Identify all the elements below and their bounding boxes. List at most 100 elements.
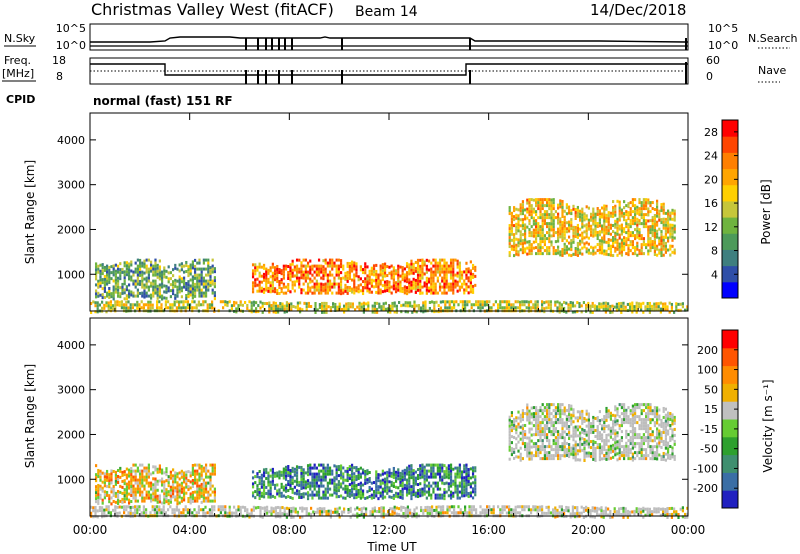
scatter-cell <box>638 228 641 232</box>
scatter-cell <box>366 277 369 281</box>
scatter-cell <box>399 265 402 269</box>
scatter-cell <box>160 294 164 298</box>
nsearch-tick-low: 10^0 <box>708 39 738 52</box>
nsky-label: N.Sky <box>4 32 36 45</box>
scatter-cell <box>357 290 360 294</box>
scatter-cell <box>592 442 595 446</box>
scatter-cell <box>539 457 542 461</box>
scatter-cell <box>441 270 444 274</box>
scatter-cell <box>379 264 382 268</box>
scatter-cell <box>165 488 168 492</box>
scatter-cell <box>123 303 126 307</box>
scatter-cell <box>412 268 415 272</box>
scatter-cell <box>399 495 402 499</box>
scatter-cell <box>108 265 111 269</box>
scatter-cell <box>463 482 466 486</box>
scatter-cell <box>298 483 301 487</box>
scatter-cell <box>598 443 601 447</box>
scatter-cell <box>535 448 538 452</box>
scatter-cell <box>350 466 354 470</box>
scatter-cell <box>207 273 210 277</box>
scatter-cell <box>189 480 192 484</box>
scatter-cell <box>559 202 562 206</box>
scatter-cell <box>196 478 199 482</box>
scatter-cell <box>548 427 551 431</box>
scatter-cell <box>579 434 582 438</box>
scatter-cell <box>293 470 296 474</box>
scatter-cell <box>154 288 157 292</box>
scatter-cell <box>331 273 334 277</box>
scatter-cell <box>664 223 667 227</box>
scatter-cell <box>559 205 562 209</box>
scatter-cell <box>108 292 111 296</box>
scatter-cell <box>623 421 626 425</box>
scatter-cell <box>592 210 595 214</box>
scatter-cell <box>125 467 128 471</box>
scatter-cell <box>609 244 612 248</box>
scatter-cell <box>189 272 192 276</box>
scatter-cell <box>631 407 634 411</box>
scatter-cell <box>587 301 590 305</box>
scatter-cell <box>537 252 540 256</box>
scatter-cell <box>313 484 316 488</box>
scatter-cell <box>180 280 183 284</box>
scatter-cell <box>386 265 389 269</box>
scatter-cell <box>474 466 477 470</box>
scatter-cell <box>653 225 656 229</box>
scatter-cell <box>284 267 288 271</box>
beam-label: Beam 14 <box>355 4 418 20</box>
scatter-cell <box>627 445 630 449</box>
scatter-cell <box>535 427 538 431</box>
scatter-cell <box>524 430 527 434</box>
scatter-cell <box>535 409 538 413</box>
scatter-cell <box>405 286 409 290</box>
scatter-cell <box>612 242 615 246</box>
scatter-cell <box>447 264 450 268</box>
scatter-cell <box>622 307 625 311</box>
scatter-cell <box>513 254 516 258</box>
scatter-cell <box>198 258 201 262</box>
scatter-cell <box>436 261 439 265</box>
scatter-cell <box>526 418 529 422</box>
scatter-cell <box>254 284 257 288</box>
scatter-cell <box>546 445 549 449</box>
scatter-cell <box>269 486 272 490</box>
scatter-cell <box>656 205 659 209</box>
scatter-cell <box>612 443 615 447</box>
scatter-cell <box>378 302 381 306</box>
scatter-cell <box>103 303 106 307</box>
scatter-cell <box>273 474 277 478</box>
scatter-cell <box>549 303 552 307</box>
scatter-cell <box>391 304 394 308</box>
scatter-cell <box>467 270 470 274</box>
scatter-cell <box>339 283 343 287</box>
scatter-cell <box>421 487 424 491</box>
scatter-cell <box>180 286 183 290</box>
scatter-cell <box>193 306 196 310</box>
scatter-cell <box>143 277 146 281</box>
scatter-cell <box>563 209 566 213</box>
scatter-cell <box>388 489 391 493</box>
scatter-cell <box>357 491 360 495</box>
scatter-cell <box>295 465 299 469</box>
scatter-cell <box>342 264 345 268</box>
scatter-cell <box>311 484 314 488</box>
scatter-cell <box>605 448 608 452</box>
scatter-cell <box>618 448 621 452</box>
scatter-cell <box>311 264 314 268</box>
scatter-cell <box>207 285 210 289</box>
scatter-cell <box>198 294 201 298</box>
scatter-cell <box>421 463 424 467</box>
scatter-cell <box>543 448 546 452</box>
scatter-cell <box>572 447 575 451</box>
scatter-cell <box>625 213 628 217</box>
scatter-cell <box>317 291 321 295</box>
scatter-cell <box>642 252 645 256</box>
scatter-cell <box>252 303 255 307</box>
scatter-cell <box>289 472 292 476</box>
scatter-cell <box>508 254 511 258</box>
scatter-cell <box>167 306 170 310</box>
scatter-cell <box>280 491 283 495</box>
scatter-cell <box>596 210 599 214</box>
